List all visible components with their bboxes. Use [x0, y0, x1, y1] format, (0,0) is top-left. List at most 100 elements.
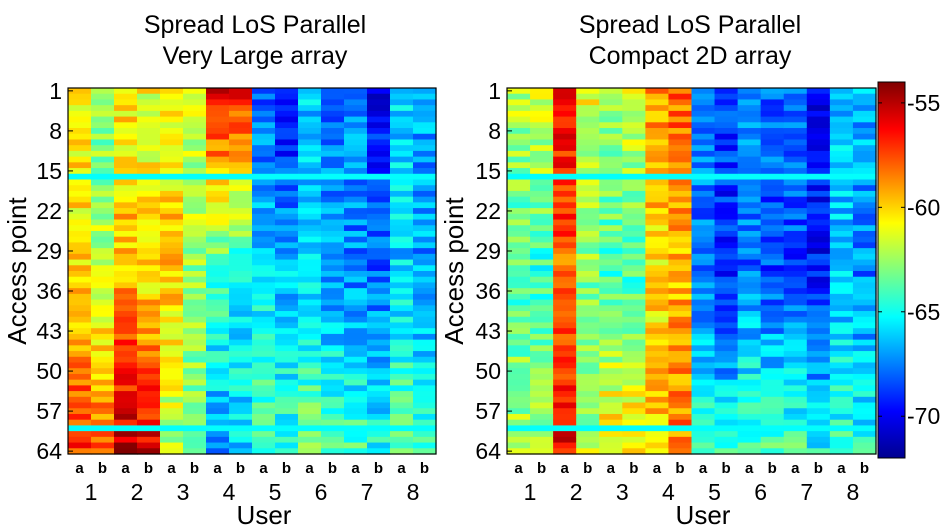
heatmap-cell	[413, 185, 437, 192]
heatmap-cell	[298, 162, 322, 169]
heatmap-cell	[344, 93, 368, 101]
heatmap-cell	[137, 265, 161, 272]
heatmap-cell	[599, 379, 623, 386]
heatmap-cell	[668, 208, 693, 215]
heatmap-cell	[553, 145, 577, 152]
heatmap-cell	[599, 413, 623, 421]
heatmap-cell	[507, 356, 531, 364]
heatmap-cell	[737, 173, 762, 181]
heatmap-cell	[229, 99, 253, 106]
heatmap-cell	[806, 99, 831, 106]
x-subcolumn-label: b	[328, 460, 337, 477]
x-tick-label: 5	[708, 479, 721, 505]
heatmap-cell	[91, 391, 115, 398]
heatmap-cell	[645, 259, 670, 266]
heatmap-cell	[298, 345, 322, 352]
heatmap-cell	[68, 379, 92, 386]
heatmap-cell	[553, 333, 577, 341]
heatmap-cell	[160, 385, 184, 392]
heatmap-cell	[507, 265, 531, 272]
heatmap-cell	[576, 305, 600, 312]
heatmap-cell	[622, 179, 646, 186]
heatmap-cell	[229, 351, 253, 358]
heatmap-cell	[507, 379, 531, 386]
heatmap-cell	[160, 442, 184, 449]
heatmap-cell	[275, 93, 299, 101]
heatmap-cell	[622, 253, 646, 261]
heatmap-cell	[367, 105, 391, 112]
heatmap-cell	[507, 276, 531, 284]
heatmap-cell	[829, 145, 854, 152]
heatmap-cell	[298, 373, 322, 381]
heatmap-cell	[252, 333, 276, 341]
heatmap-cell	[137, 105, 161, 112]
heatmap-cell	[760, 448, 785, 455]
heatmap-cell	[321, 299, 345, 306]
heatmap-cell	[114, 225, 138, 232]
heatmap-cell	[321, 368, 345, 375]
heatmap-cell	[252, 425, 276, 432]
heatmap-cell	[645, 425, 670, 432]
heatmap-cell	[668, 219, 693, 226]
heatmap-cell	[622, 116, 646, 123]
heatmap-cell	[91, 425, 115, 432]
heatmap-cell	[829, 173, 854, 181]
heatmap-cell	[553, 276, 577, 284]
heatmap-cell	[298, 419, 322, 427]
heatmap-cell	[691, 311, 716, 318]
heatmap-cell	[553, 208, 577, 215]
heatmap-cell	[206, 190, 230, 198]
heatmap-cell	[206, 402, 230, 409]
heatmap-cell	[806, 425, 831, 432]
heatmap-cell	[137, 362, 161, 369]
heatmap-cell	[229, 93, 253, 101]
heatmap-cell	[806, 122, 831, 129]
heatmap-cell	[599, 276, 623, 284]
heatmap-cell	[413, 202, 437, 209]
heatmap-cell	[252, 419, 276, 427]
heatmap-cell	[714, 265, 739, 272]
heatmap-cell	[91, 128, 115, 135]
heatmap-cell	[714, 373, 739, 381]
x-subcolumn-label: a	[305, 460, 314, 477]
heatmap-cell	[760, 396, 785, 404]
heatmap-cell	[691, 88, 716, 95]
heatmap-cell	[783, 110, 808, 118]
heatmap-cell	[783, 190, 808, 198]
heatmap-cell	[367, 368, 391, 375]
heatmap-cell	[645, 322, 670, 329]
heatmap-cell	[783, 379, 808, 386]
heatmap-cell	[114, 150, 138, 158]
heatmap-cell	[760, 373, 785, 381]
heatmap-cell	[390, 208, 414, 215]
heatmap-cell	[91, 305, 115, 312]
heatmap-cell	[806, 402, 831, 409]
heatmap-cell	[298, 402, 322, 409]
heatmap-cell	[229, 408, 253, 415]
heatmap-cell	[298, 248, 322, 255]
heatmap-cell	[806, 362, 831, 369]
heatmap-cell	[691, 219, 716, 226]
heatmap-cell	[321, 402, 345, 409]
heatmap-cell	[553, 190, 577, 198]
heatmap-cell	[229, 339, 253, 346]
heatmap-cell	[183, 293, 207, 301]
heatmap-cell	[206, 202, 230, 209]
heatmap-cell	[668, 385, 693, 392]
heatmap-cell	[783, 373, 808, 381]
heatmap-cell	[852, 271, 877, 278]
heatmap-cell	[229, 402, 253, 409]
heatmap-cell	[783, 265, 808, 272]
heatmap-cell	[91, 276, 115, 284]
heatmap-cell	[413, 448, 437, 455]
heatmap-cell	[344, 168, 368, 175]
heatmap-cell	[91, 230, 115, 238]
heatmap-cell	[206, 88, 230, 95]
heatmap-cell	[344, 333, 368, 341]
x-axis-label: User	[676, 500, 731, 530]
heatmap-cell	[530, 288, 554, 295]
heatmap-cell	[829, 311, 854, 318]
heatmap-cell	[114, 99, 138, 106]
heatmap-cell	[530, 328, 554, 335]
heatmap-cell	[599, 362, 623, 369]
